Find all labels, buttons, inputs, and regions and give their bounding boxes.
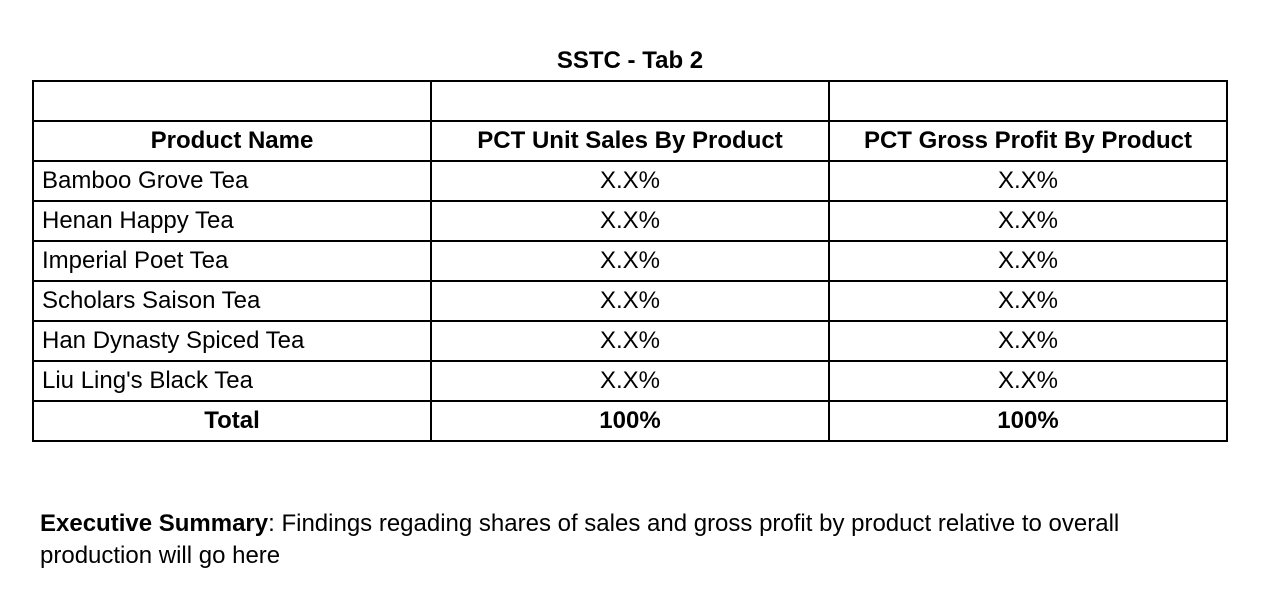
unit-sales-cell: X.X% bbox=[430, 360, 830, 402]
gross-profit-cell: X.X% bbox=[828, 320, 1228, 362]
column-header-gross-profit: PCT Gross Profit By Product bbox=[828, 120, 1228, 162]
table-row: Bamboo Grove Tea X.X% X.X% bbox=[32, 160, 1228, 202]
unit-sales-cell: X.X% bbox=[430, 320, 830, 362]
product-name-cell: Henan Happy Tea bbox=[32, 200, 432, 242]
blank-header-cell bbox=[430, 80, 830, 122]
table-row: Liu Ling's Black Tea X.X% X.X% bbox=[32, 360, 1228, 402]
total-label-cell: Total bbox=[32, 400, 432, 442]
table-row: Henan Happy Tea X.X% X.X% bbox=[32, 200, 1228, 242]
gross-profit-cell: X.X% bbox=[828, 280, 1228, 322]
product-name-cell: Scholars Saison Tea bbox=[32, 280, 432, 322]
unit-sales-cell: X.X% bbox=[430, 200, 830, 242]
blank-header-row bbox=[32, 80, 1228, 122]
total-row: Total 100% 100% bbox=[32, 400, 1228, 442]
blank-header-cell bbox=[828, 80, 1228, 122]
product-name-cell: Han Dynasty Spiced Tea bbox=[32, 320, 432, 362]
gross-profit-cell: X.X% bbox=[828, 200, 1228, 242]
gross-profit-cell: X.X% bbox=[828, 360, 1228, 402]
table-row: Scholars Saison Tea X.X% X.X% bbox=[32, 280, 1228, 322]
column-header-row: Product Name PCT Unit Sales By Product P… bbox=[32, 120, 1228, 162]
column-header-product-name: Product Name bbox=[32, 120, 432, 162]
total-gross-profit-cell: 100% bbox=[828, 400, 1228, 442]
unit-sales-cell: X.X% bbox=[430, 160, 830, 202]
product-share-table: Product Name PCT Unit Sales By Product P… bbox=[32, 80, 1228, 442]
unit-sales-cell: X.X% bbox=[430, 240, 830, 282]
product-name-cell: Liu Ling's Black Tea bbox=[32, 360, 432, 402]
executive-summary-label: Executive Summary bbox=[40, 510, 269, 537]
executive-summary-text: : Findings regading shares of sales and … bbox=[40, 510, 1120, 569]
table-row: Han Dynasty Spiced Tea X.X% X.X% bbox=[32, 320, 1228, 362]
gross-profit-cell: X.X% bbox=[828, 160, 1228, 202]
page-title: SSTC - Tab 2 bbox=[556, 47, 704, 74]
gross-profit-cell: X.X% bbox=[828, 240, 1228, 282]
table-row: Imperial Poet Tea X.X% X.X% bbox=[32, 240, 1228, 282]
executive-summary: Executive Summary: Findings regading sha… bbox=[40, 508, 1160, 572]
product-name-cell: Imperial Poet Tea bbox=[32, 240, 432, 282]
unit-sales-cell: X.X% bbox=[430, 280, 830, 322]
product-name-cell: Bamboo Grove Tea bbox=[32, 160, 432, 202]
blank-header-cell bbox=[32, 80, 432, 122]
column-header-unit-sales: PCT Unit Sales By Product bbox=[430, 120, 830, 162]
total-unit-sales-cell: 100% bbox=[430, 400, 830, 442]
